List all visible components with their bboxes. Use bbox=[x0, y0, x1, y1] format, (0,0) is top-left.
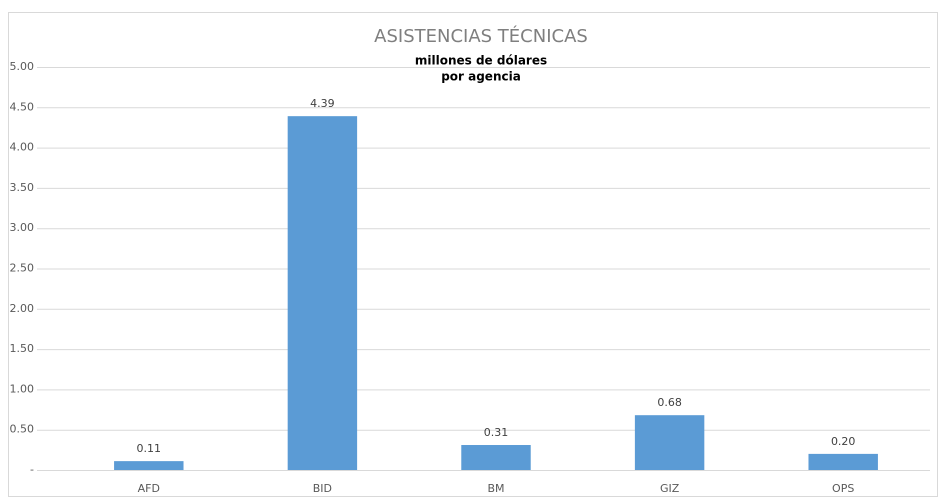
chart-title: ASISTENCIAS TÉCNICAS bbox=[374, 25, 588, 47]
x-tick-label: AFD bbox=[138, 482, 160, 495]
y-tick-label: 5.00 bbox=[10, 60, 35, 73]
y-tick-label: 3.00 bbox=[10, 221, 35, 234]
bar bbox=[287, 116, 358, 470]
y-tick-label: 4.00 bbox=[10, 141, 35, 154]
x-tick-label: GIZ bbox=[660, 482, 680, 495]
bar bbox=[808, 453, 878, 470]
y-tick-label: 1.00 bbox=[10, 382, 35, 395]
data-label: 4.39 bbox=[310, 97, 335, 110]
bar bbox=[634, 415, 705, 470]
y-tick-label: 1.50 bbox=[10, 342, 35, 355]
y-tick-label: 2.00 bbox=[10, 302, 35, 315]
data-label: 0.31 bbox=[484, 426, 509, 439]
x-tick-label: OPS bbox=[832, 482, 854, 495]
chart-subtitle: por agencia bbox=[441, 70, 521, 84]
y-tick-label: 4.50 bbox=[10, 100, 35, 113]
bar bbox=[461, 445, 531, 470]
x-tick-label: BID bbox=[313, 482, 332, 495]
y-tick-label: 3.50 bbox=[10, 181, 35, 194]
bar bbox=[114, 461, 184, 470]
data-label: 0.68 bbox=[657, 396, 682, 409]
chart-frame bbox=[8, 12, 938, 497]
y-tick-label: 2.50 bbox=[10, 262, 35, 275]
chart-subtitle: millones de dólares bbox=[415, 54, 547, 68]
x-tick-label: BM bbox=[487, 482, 504, 495]
y-tick-label: 0.50 bbox=[10, 423, 35, 436]
data-label: 0.11 bbox=[137, 442, 162, 455]
y-tick-label: - bbox=[30, 463, 34, 476]
data-label: 0.20 bbox=[831, 435, 856, 448]
